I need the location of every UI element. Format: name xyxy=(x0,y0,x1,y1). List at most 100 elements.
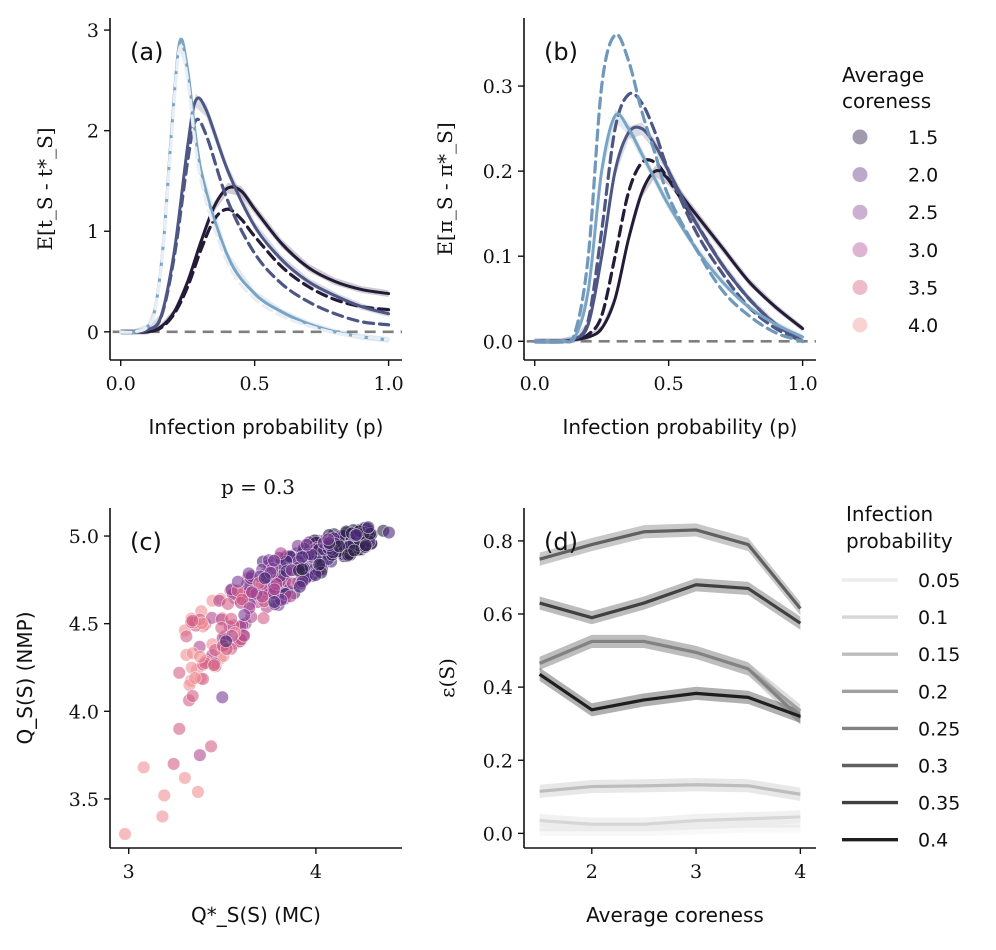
scatter-point xyxy=(349,528,363,542)
scatter-point xyxy=(188,671,202,685)
legend-marker xyxy=(852,279,868,295)
series-line xyxy=(539,583,802,625)
scatter-point xyxy=(185,614,200,628)
y-tick-label: 0.0 xyxy=(483,331,513,353)
panel-label: (a) xyxy=(130,38,163,66)
legend-label: 4.0 xyxy=(908,315,938,337)
scatter-point xyxy=(359,538,373,552)
y-tick-label: 4.5 xyxy=(69,614,99,636)
legend-title: probability xyxy=(846,529,953,553)
scatter-point xyxy=(172,722,186,736)
series-line xyxy=(539,528,802,610)
y-tick-label: 3.5 xyxy=(69,789,99,811)
x-tick-label: 2 xyxy=(586,861,598,883)
series-line-solid xyxy=(533,169,805,343)
legend-label: 3.0 xyxy=(908,240,938,262)
y-tick-label: 0.3 xyxy=(483,76,513,98)
y-axis-label: Q_S(S) (NMP) xyxy=(13,612,37,745)
legend-marker xyxy=(852,242,868,258)
y-tick-label: 0.4 xyxy=(483,677,513,699)
y-tick-label: 0.2 xyxy=(483,161,513,183)
y-axis-label: E[π_S - π*_S] xyxy=(433,122,457,255)
x-axis-label: Q*_S(S) (MC) xyxy=(191,903,321,927)
panel-a: 0.0 0.5 1.0 0 1 2 3 (a) Infection probability (p… xyxy=(33,18,404,439)
series-line xyxy=(539,783,801,796)
scatter-point xyxy=(215,690,229,704)
scatter-point xyxy=(178,771,192,785)
confidence-band xyxy=(120,182,389,335)
series-line xyxy=(539,639,802,720)
legend-label: 0.15 xyxy=(918,644,960,666)
x-tick-label: 0.0 xyxy=(106,373,136,395)
legend-label: 0.2 xyxy=(918,681,948,703)
scatter-point xyxy=(295,550,309,564)
legend-title: Infection xyxy=(846,502,933,526)
x-tick-label: 4 xyxy=(794,861,806,883)
scatter-point xyxy=(347,543,361,557)
legend-label: 0.3 xyxy=(918,756,948,778)
series-line xyxy=(539,815,801,826)
scatter-point xyxy=(231,575,245,589)
legend-label: 0.4 xyxy=(918,830,948,852)
confidence-band xyxy=(539,523,801,616)
y-tick-label: 0.1 xyxy=(483,246,513,268)
x-tick-label: 3 xyxy=(690,861,702,883)
series-line-dashed xyxy=(119,44,391,342)
confidence-band xyxy=(539,634,801,718)
x-tick-label: 0.0 xyxy=(520,373,550,395)
legend-title: Average xyxy=(842,63,924,87)
scatter-point xyxy=(256,611,271,625)
y-tick-label: 1 xyxy=(87,221,99,243)
x-axis-label: Infection probability (p) xyxy=(149,415,384,439)
series-line-dashed xyxy=(119,207,391,334)
scatter-point xyxy=(172,666,186,680)
series-line xyxy=(539,824,801,832)
scatter-point xyxy=(118,827,132,841)
scatter-point xyxy=(193,748,207,762)
y-tick-label: 0.8 xyxy=(483,531,513,553)
series-line-dashed xyxy=(533,32,805,344)
y-axis-label: E[t_S - t*_S] xyxy=(33,127,57,250)
scatter-point xyxy=(267,582,282,596)
legend-infection: Infection probability 0.05 0.1 0.15 0.2 0.25 0.… xyxy=(842,502,960,852)
scatter-point xyxy=(193,650,207,664)
scatter-point xyxy=(155,809,170,824)
legend-label: 2.5 xyxy=(908,202,938,224)
scatter-point xyxy=(321,532,335,546)
y-tick-label: 0.2 xyxy=(483,750,513,772)
scatter-point xyxy=(382,525,396,540)
x-tick-label: 1.0 xyxy=(373,373,403,395)
x-tick-label: 1.0 xyxy=(787,373,817,395)
scatter-point xyxy=(157,788,171,803)
scatter-point xyxy=(235,592,249,607)
scatter-point xyxy=(191,785,205,799)
confidence-band xyxy=(539,578,801,630)
panel-label: (d) xyxy=(544,528,578,556)
scatter-point xyxy=(219,634,233,648)
scatter-point xyxy=(300,538,314,552)
scatter-point xyxy=(207,658,221,672)
legend-label: 3.5 xyxy=(908,277,938,299)
legend-label: 2.0 xyxy=(908,165,938,187)
scatter-point xyxy=(137,760,151,774)
confidence-band xyxy=(539,778,801,801)
series-line xyxy=(538,673,801,718)
series-line-dashed xyxy=(533,91,805,344)
y-tick-label: 3 xyxy=(87,20,99,42)
legend-label: 0.35 xyxy=(918,793,960,815)
y-tick-label: 2 xyxy=(87,121,99,143)
y-tick-label: 4.0 xyxy=(69,701,99,723)
scatter-point xyxy=(186,689,200,703)
y-tick-label: 0.6 xyxy=(483,604,513,626)
scatter-point xyxy=(179,629,193,643)
panel-d: 2 3 4 0.0 0.2 0.4 0.6 0.8 (d) Average coreness ε(S… xyxy=(435,508,816,927)
x-tick-label: 0.5 xyxy=(240,373,270,395)
scatter-point xyxy=(267,554,281,568)
scatter-point xyxy=(237,608,251,622)
series-line-solid xyxy=(119,37,391,342)
y-tick-label: 0.0 xyxy=(483,823,513,845)
scatter-point xyxy=(245,585,259,599)
scatter-point xyxy=(214,621,228,635)
scatter-point xyxy=(293,580,307,594)
